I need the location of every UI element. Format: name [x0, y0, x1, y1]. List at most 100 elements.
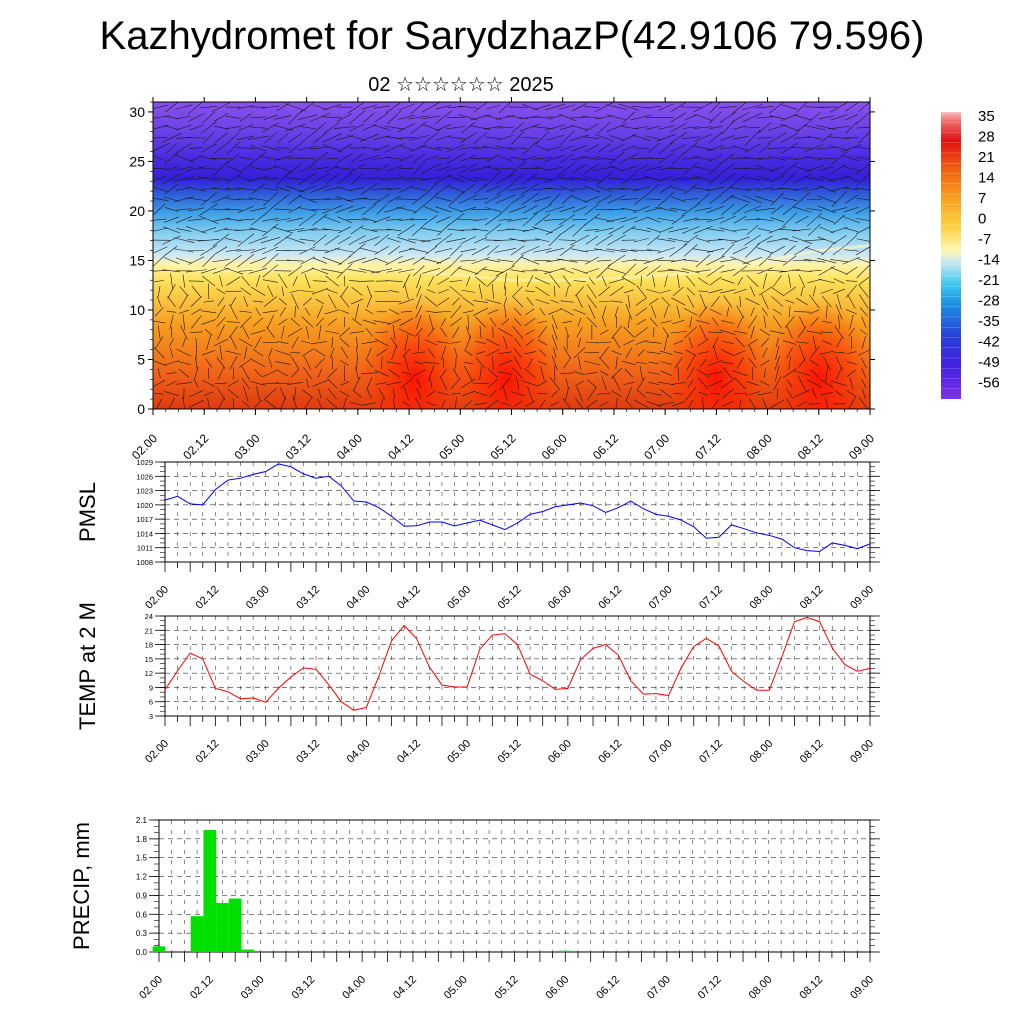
wind-vector	[708, 380, 723, 387]
wind-vector	[627, 294, 631, 309]
wind-vector	[732, 265, 748, 277]
wind-vector	[495, 145, 516, 151]
wind-vector	[612, 375, 621, 392]
wind-vector	[219, 345, 223, 361]
wind-vector	[558, 161, 576, 176]
wind-vector	[251, 167, 266, 170]
wind-vector	[513, 347, 522, 358]
wind-vector	[708, 125, 723, 130]
wind-vector	[645, 135, 663, 141]
wind-vector	[322, 256, 343, 265]
wind-vector	[497, 134, 514, 141]
wind-vector	[250, 247, 267, 254]
wind-vector	[423, 155, 439, 162]
wind-vector	[176, 208, 192, 211]
wind-vector	[627, 315, 631, 329]
wind-vector	[862, 388, 866, 399]
wind-vector	[436, 216, 451, 224]
wind-vector	[698, 306, 708, 318]
wind-vector	[618, 188, 640, 190]
wind-vector	[446, 136, 466, 140]
wind-vector	[637, 348, 645, 357]
wind-vector	[397, 236, 416, 244]
wind-vector	[247, 175, 269, 182]
wind-vector	[440, 327, 447, 338]
wind-vector	[606, 248, 627, 253]
wind-vector	[471, 245, 490, 256]
wind-vector	[225, 115, 241, 119]
wind-vector	[709, 194, 722, 204]
wind-vector	[238, 198, 253, 200]
wind-vector	[425, 246, 438, 255]
wind-vector	[166, 380, 177, 386]
heatmap-x-tick-label: 06.00	[539, 431, 570, 462]
wind-vector	[597, 121, 611, 134]
wind-vector	[212, 208, 230, 211]
wind-vector	[312, 104, 328, 111]
wind-vector	[550, 299, 560, 304]
wind-vector	[768, 155, 787, 161]
wind-vector	[498, 102, 512, 114]
wind-vector	[459, 229, 477, 231]
wind-vector	[860, 357, 867, 369]
wind-vector	[732, 136, 749, 140]
wind-vector	[253, 399, 263, 409]
wind-vector	[734, 173, 747, 184]
wind-vector	[844, 227, 859, 233]
wind-vector	[669, 207, 687, 212]
wind-vector	[226, 276, 241, 286]
wind-vector	[683, 308, 698, 316]
wind-vector	[747, 315, 758, 329]
wind-vector	[414, 361, 424, 365]
wind-vector	[496, 173, 515, 184]
wind-vector	[806, 212, 823, 227]
wind-vector	[292, 395, 298, 409]
wind-vector	[844, 206, 859, 212]
wind-vector	[805, 246, 824, 254]
wind-vector	[647, 234, 661, 246]
wind-vector	[174, 196, 194, 202]
wind-vector	[190, 296, 202, 307]
wind-vector	[767, 269, 787, 272]
wind-vector	[693, 166, 713, 171]
wind-vector	[483, 125, 502, 130]
wind-vector	[366, 295, 373, 308]
wind-vector	[348, 243, 366, 258]
wind-vector	[524, 367, 536, 379]
wind-vector	[833, 278, 845, 284]
wind-vector	[416, 274, 422, 289]
wind-vector	[361, 146, 378, 150]
wind-vector	[162, 235, 181, 245]
wind-vector	[349, 330, 365, 334]
wind-vector	[262, 253, 279, 268]
wind-vector	[311, 249, 329, 252]
wind-vector	[486, 154, 500, 163]
y-tick-label: 1023	[136, 487, 153, 496]
y-tick-label: 1.8	[136, 835, 148, 844]
wind-vector	[719, 173, 736, 185]
wind-vector	[660, 361, 672, 365]
wind-vector	[730, 157, 751, 159]
precip-bar	[241, 949, 255, 952]
wind-vector	[545, 206, 565, 213]
wind-vector	[608, 135, 625, 141]
wind-vector	[796, 401, 808, 407]
wind-vector	[834, 325, 844, 340]
wind-vector	[188, 102, 203, 115]
x-tick-label: 07.12	[696, 974, 724, 1002]
wind-vector	[252, 300, 264, 303]
wind-vector	[413, 204, 425, 215]
wind-vector	[828, 176, 850, 182]
wind-vector	[796, 297, 808, 306]
wind-vector	[745, 243, 760, 258]
wind-vector	[503, 272, 507, 290]
wind-vector	[809, 359, 819, 367]
wind-vector	[782, 203, 797, 216]
wind-vector	[355, 303, 359, 320]
wind-vector	[560, 307, 575, 316]
wind-vector	[343, 275, 346, 287]
wind-vector	[262, 310, 279, 314]
wind-vector	[833, 352, 845, 354]
wind-vector	[154, 280, 165, 283]
wind-vector	[817, 185, 836, 193]
